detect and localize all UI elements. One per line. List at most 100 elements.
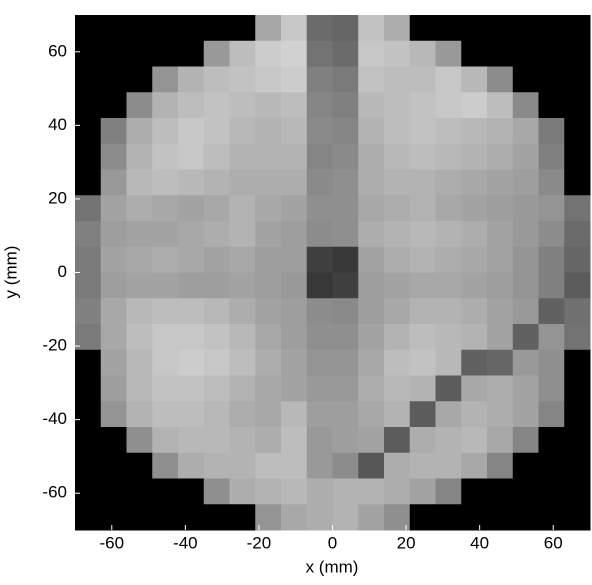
cell	[564, 452, 591, 479]
cell	[487, 324, 514, 351]
cell	[358, 504, 385, 531]
cell	[281, 118, 308, 145]
cell	[564, 195, 591, 222]
cell	[409, 195, 436, 222]
cell	[564, 401, 591, 428]
cell	[332, 92, 359, 119]
cell	[332, 143, 359, 170]
cell	[75, 375, 102, 402]
cell	[75, 427, 102, 454]
cell	[409, 15, 436, 42]
cell	[178, 15, 205, 42]
cell	[435, 349, 462, 376]
cell	[229, 221, 256, 248]
cell	[75, 169, 102, 196]
cell	[281, 504, 308, 531]
cell	[100, 66, 127, 93]
x-tick-label: 40	[470, 533, 489, 552]
cell	[203, 195, 230, 222]
cell	[461, 15, 488, 42]
cell	[75, 478, 102, 505]
cell	[435, 195, 462, 222]
cell	[461, 66, 488, 93]
cell	[178, 195, 205, 222]
cell	[461, 478, 488, 505]
cell	[564, 504, 591, 531]
cell	[229, 15, 256, 42]
y-tick-label: 60	[48, 41, 67, 60]
cell	[564, 246, 591, 273]
y-tick-label: -60	[42, 483, 67, 502]
cell	[255, 15, 282, 42]
cell	[461, 195, 488, 222]
cell	[332, 246, 359, 273]
cell	[332, 272, 359, 299]
cell	[255, 272, 282, 299]
cell	[229, 427, 256, 454]
cell	[435, 15, 462, 42]
cell	[435, 221, 462, 248]
cell	[512, 66, 539, 93]
cell	[255, 427, 282, 454]
cell	[229, 246, 256, 273]
cell	[281, 349, 308, 376]
cell	[126, 118, 153, 145]
cell	[203, 66, 230, 93]
cell	[203, 375, 230, 402]
cell	[538, 504, 565, 531]
cell	[126, 92, 153, 119]
cell	[281, 169, 308, 196]
cell	[487, 195, 514, 222]
cell	[487, 478, 514, 505]
cell	[461, 427, 488, 454]
cell	[178, 66, 205, 93]
cell	[435, 324, 462, 351]
cell	[332, 324, 359, 351]
cell	[281, 92, 308, 119]
cell	[435, 427, 462, 454]
cell	[229, 349, 256, 376]
cell	[332, 169, 359, 196]
cell	[126, 452, 153, 479]
cell	[255, 169, 282, 196]
cell	[409, 427, 436, 454]
cell	[538, 118, 565, 145]
cell	[461, 246, 488, 273]
cell	[332, 375, 359, 402]
cell	[358, 452, 385, 479]
cell	[229, 169, 256, 196]
x-tick-label: -20	[247, 533, 272, 552]
cell	[564, 15, 591, 42]
y-axis-label: y (mm)	[1, 246, 20, 299]
y-tick-label: -20	[42, 336, 67, 355]
cell	[306, 272, 333, 299]
cell	[461, 298, 488, 325]
cell	[255, 118, 282, 145]
cell	[461, 92, 488, 119]
cell	[255, 504, 282, 531]
cell	[75, 118, 102, 145]
cell	[461, 375, 488, 402]
cell	[255, 66, 282, 93]
cell	[255, 92, 282, 119]
cell	[255, 349, 282, 376]
cell	[538, 427, 565, 454]
cell	[126, 478, 153, 505]
cell	[152, 375, 179, 402]
cell	[409, 92, 436, 119]
cell	[306, 324, 333, 351]
cell	[332, 66, 359, 93]
cell	[358, 195, 385, 222]
cell	[75, 349, 102, 376]
cell	[306, 118, 333, 145]
cell	[487, 504, 514, 531]
cell	[75, 40, 102, 67]
cell	[306, 349, 333, 376]
cell	[152, 221, 179, 248]
cell	[306, 298, 333, 325]
cell	[384, 298, 411, 325]
cell	[358, 246, 385, 273]
cell	[409, 66, 436, 93]
cell	[538, 221, 565, 248]
